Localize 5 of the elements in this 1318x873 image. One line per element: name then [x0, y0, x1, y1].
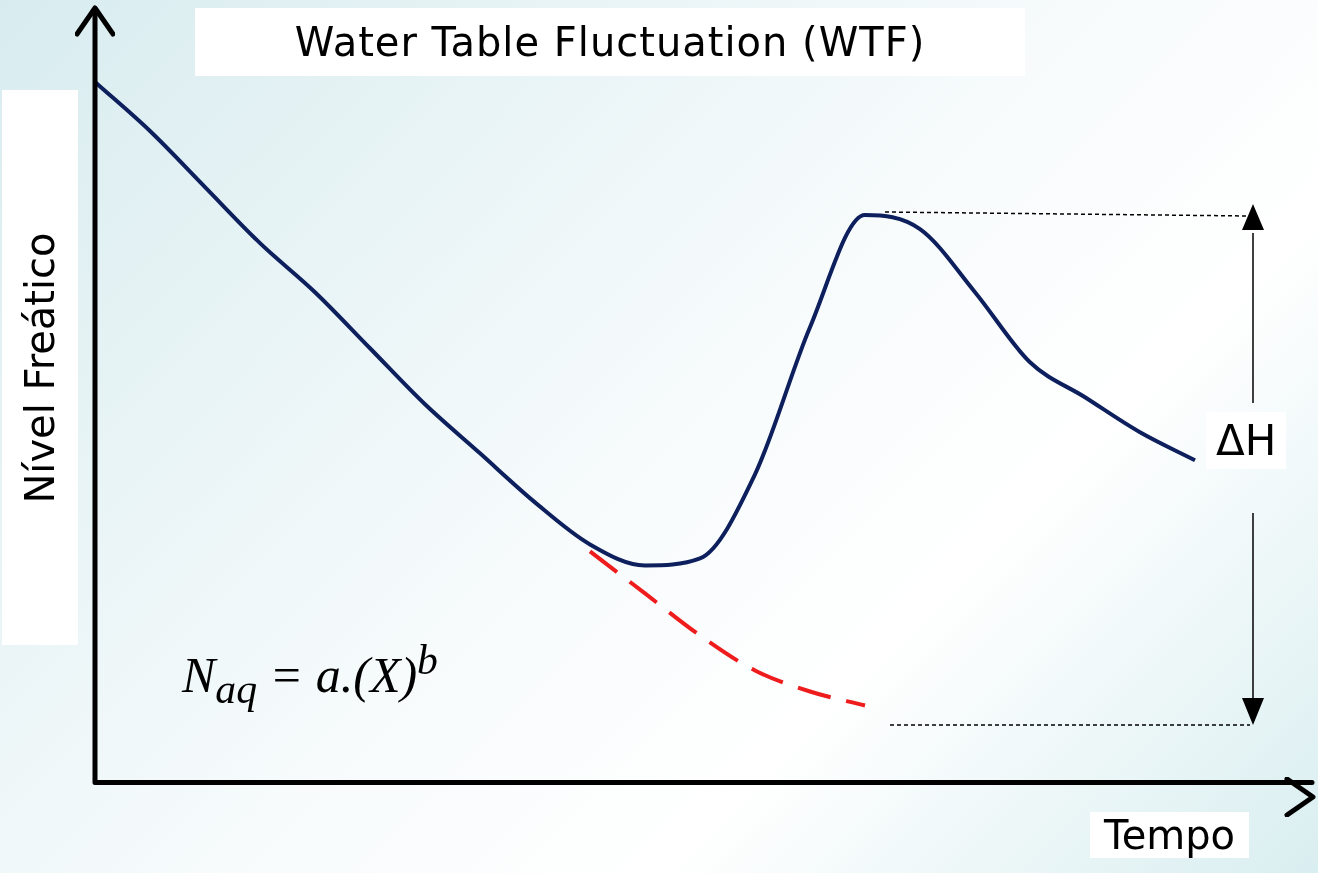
annotation: N$_{aq}$ = a.(X)$^{b}$ [182, 636, 438, 713]
chart-title: Water Table Fluctuation (WTF) [195, 8, 1025, 76]
annotation: ΔH [1206, 412, 1287, 469]
y-axis-title: Nível Freático [17, 232, 63, 504]
x-axis-title: Tempo [1090, 812, 1250, 858]
